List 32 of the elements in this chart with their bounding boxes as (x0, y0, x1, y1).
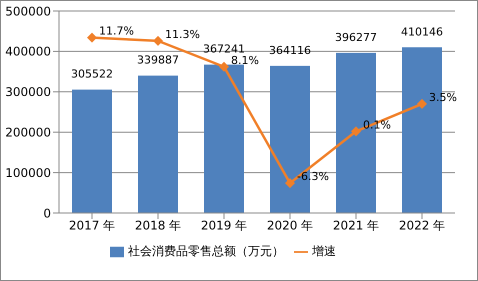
x-tick-label: 2021 年 (332, 218, 380, 233)
point (285, 178, 295, 188)
y-tick-label: 400000 (5, 44, 51, 59)
data-label: 11.3% (165, 28, 200, 41)
x-tick-label: 2022 年 (398, 218, 446, 233)
y-tick-label: 100000 (5, 166, 51, 180)
point (153, 36, 163, 46)
x-tick-label: 2017 年 (68, 218, 116, 233)
data-label: 305522 (71, 68, 113, 81)
y-tick-label: 0 (43, 206, 51, 220)
y-tick-label: 200000 (5, 125, 51, 140)
data-label: 339887 (137, 54, 179, 67)
x-tick-label: 2020 年 (266, 218, 314, 233)
bar (72, 90, 112, 213)
data-label: 364116 (269, 44, 311, 57)
data-label: 8.1% (231, 54, 259, 67)
point (87, 32, 97, 43)
point (417, 98, 427, 109)
bar (138, 76, 178, 213)
x-tick-label: 2018 年 (134, 218, 182, 233)
data-label: 396277 (335, 30, 377, 44)
data-label: 410146 (401, 25, 443, 38)
data-label: 367241 (203, 42, 245, 56)
y-tick-label: 300000 (5, 85, 51, 100)
x-tick-label: 2019 年 (200, 218, 248, 233)
y-tick-label: 500000 (5, 4, 51, 18)
data-label: 11.7% (99, 24, 134, 38)
legend-label: 增速 (312, 244, 336, 258)
legend-label: 社会消费品零售总额（万元） (128, 244, 284, 258)
point (219, 62, 229, 72)
point (351, 126, 361, 136)
bar (204, 64, 244, 213)
